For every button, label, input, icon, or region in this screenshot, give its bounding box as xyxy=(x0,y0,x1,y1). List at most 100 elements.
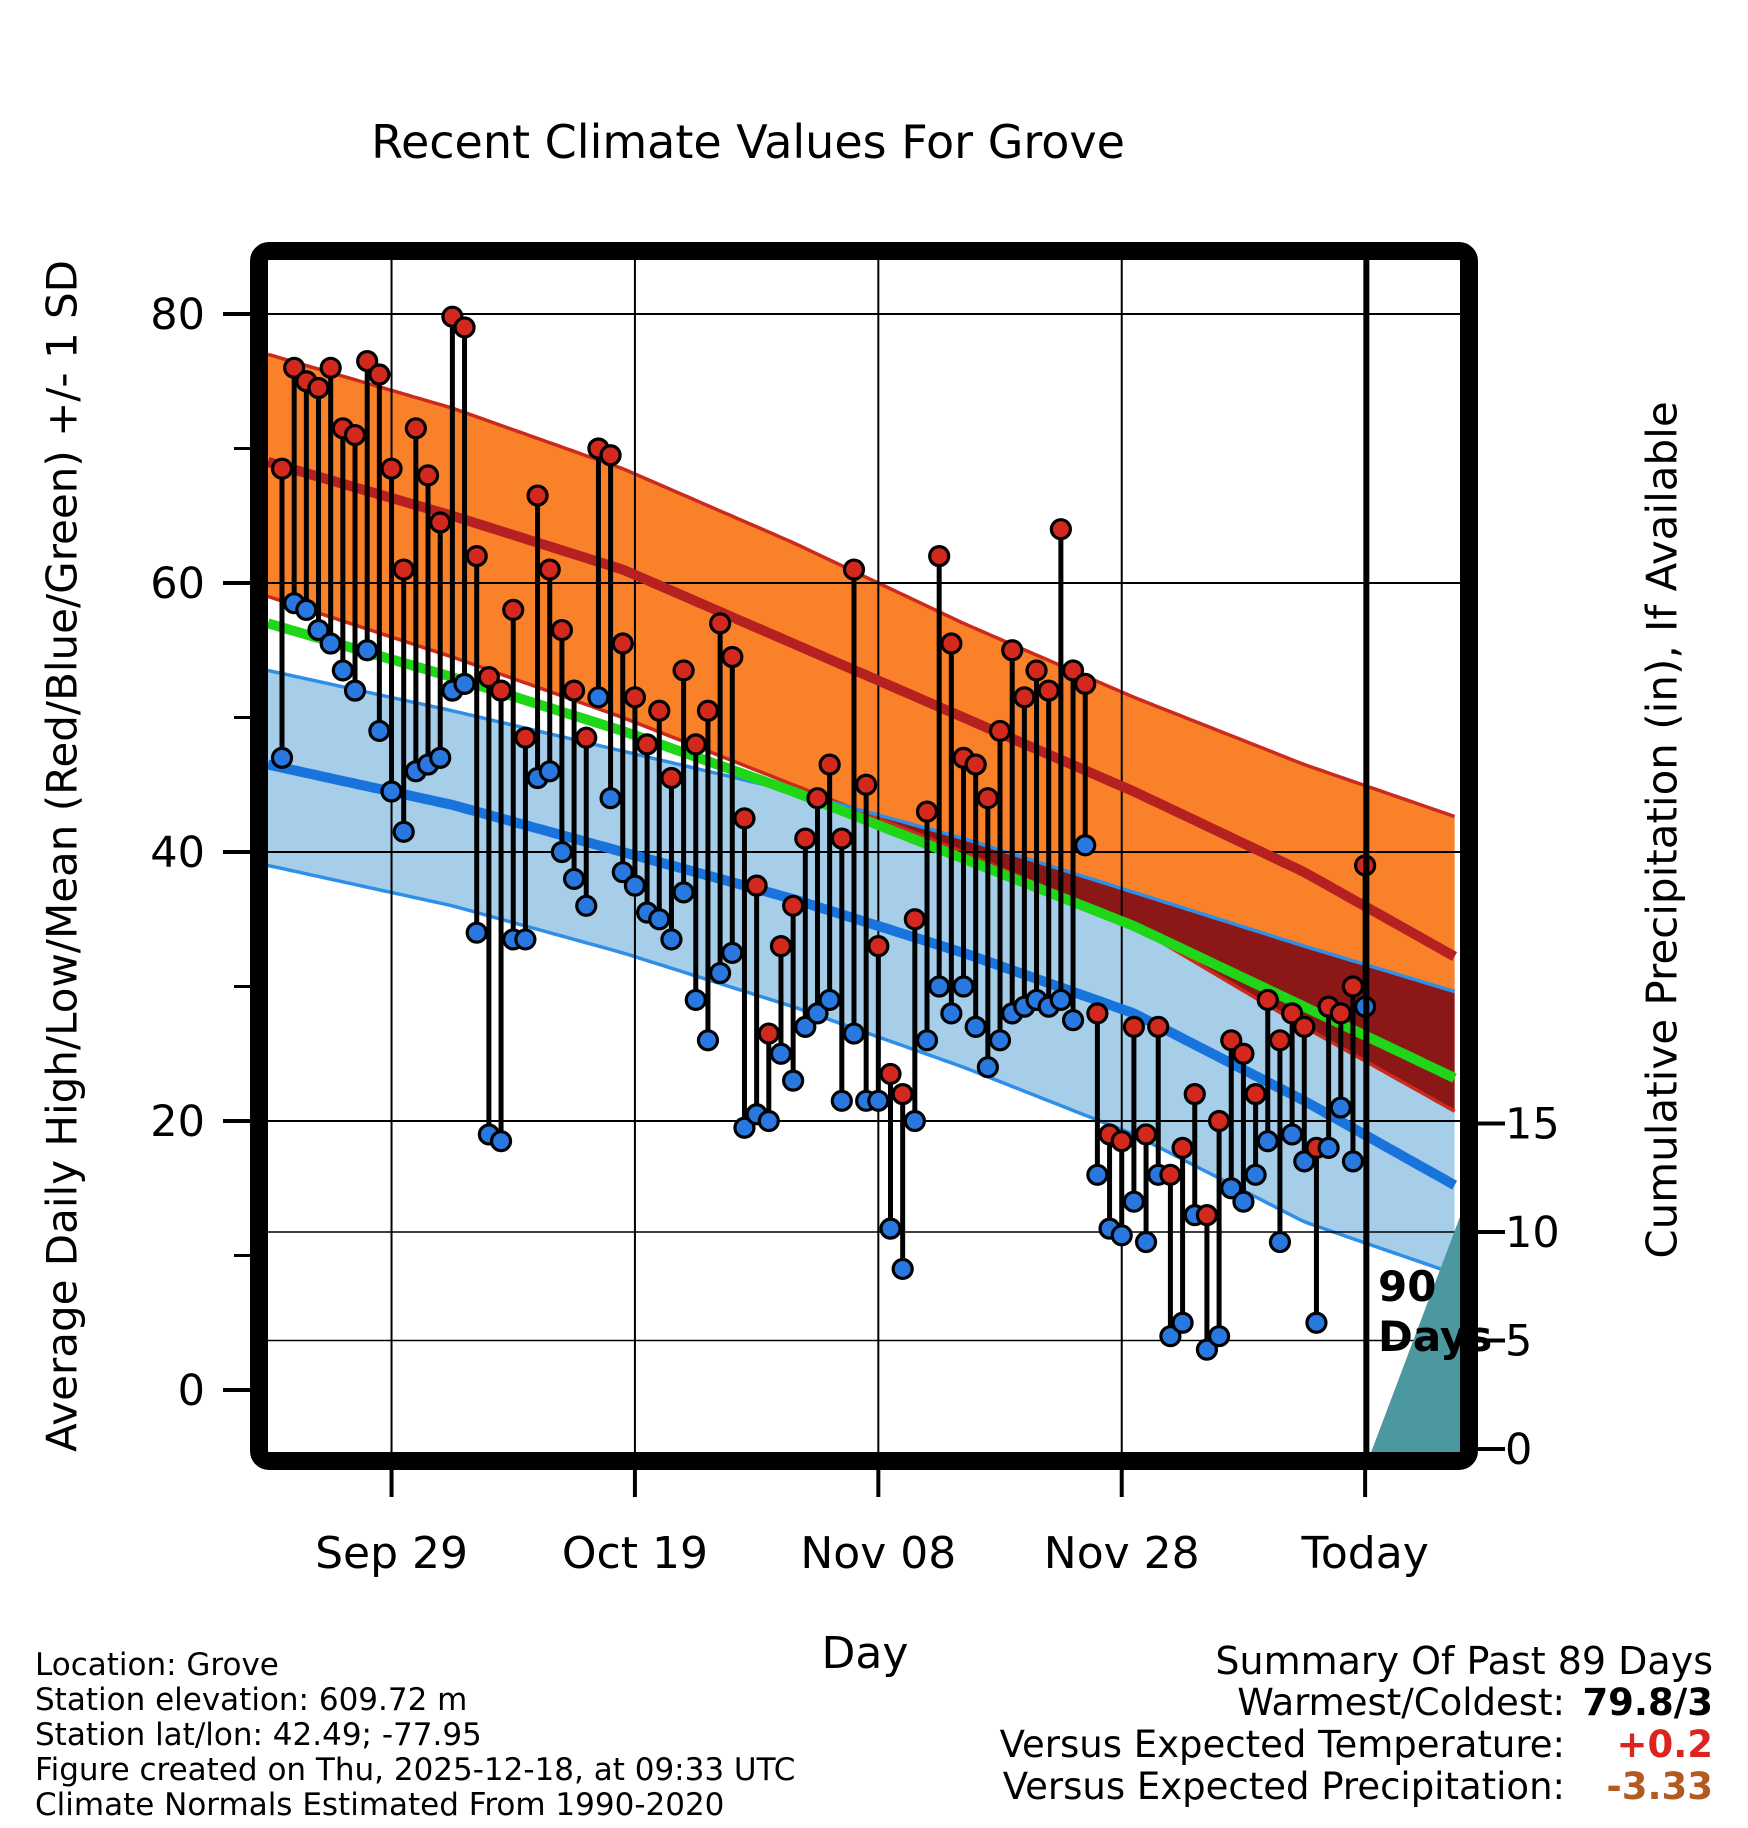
high-dot xyxy=(1244,1082,1267,1106)
high-dot xyxy=(806,787,829,810)
low-dot xyxy=(1061,1009,1085,1032)
high-dot xyxy=(1220,1029,1243,1052)
high-dot xyxy=(1171,1136,1194,1160)
low-dot xyxy=(757,1109,780,1133)
high-dot xyxy=(745,874,768,897)
low-dot xyxy=(562,867,586,891)
high-dot xyxy=(660,766,683,790)
vs-precipitation-value: -3.33 xyxy=(1606,1765,1713,1808)
high-dot xyxy=(928,544,951,568)
high-dot xyxy=(1013,686,1036,709)
high-dot xyxy=(635,733,659,756)
figure-created: Figure created on Thu, 2025-12-18, at 09… xyxy=(35,1752,796,1788)
high-dot xyxy=(343,423,367,447)
high-dot xyxy=(879,1062,902,1086)
high-dot xyxy=(562,679,586,702)
low-dot xyxy=(915,1029,939,1052)
y-left-tick-label: 80 xyxy=(150,290,205,340)
low-dot xyxy=(465,921,488,944)
high-dot xyxy=(1159,1163,1182,1186)
y-left-tick-label: 20 xyxy=(150,1097,205,1147)
high-dot xyxy=(1207,1109,1231,1133)
ninety-days-annotation: 90 Days xyxy=(1378,1262,1492,1362)
high-dot xyxy=(648,699,671,722)
high-dot xyxy=(283,356,306,379)
high-dot xyxy=(502,598,525,622)
low-dot xyxy=(1110,1224,1133,1247)
high-dot xyxy=(1183,1082,1206,1106)
y-axis-label-right: Cumulative Precipitation (in), If Availa… xyxy=(1637,401,1687,1259)
low-dot xyxy=(1281,1123,1304,1146)
high-dot xyxy=(611,632,634,655)
low-dot xyxy=(928,975,951,998)
low-dot xyxy=(1207,1325,1231,1348)
station-location: Location: Grove xyxy=(35,1647,279,1683)
y-left-tick-label: 0 xyxy=(178,1366,205,1416)
high-dot xyxy=(1232,1042,1255,1065)
low-dot xyxy=(1256,1130,1279,1153)
low-dot xyxy=(514,928,537,951)
low-dot xyxy=(806,1002,829,1025)
station-elevation: Station elevation: 609.72 m xyxy=(35,1682,468,1718)
high-dot xyxy=(368,363,391,386)
station-latlon: Station lat/lon: 42.49; -77.95 xyxy=(35,1717,482,1753)
high-dot xyxy=(356,349,379,373)
low-dot xyxy=(1134,1230,1158,1254)
high-dot xyxy=(709,612,732,635)
high-dot xyxy=(477,666,500,689)
low-dot xyxy=(380,780,403,803)
x-axis-label: Day xyxy=(821,1628,909,1679)
high-dot xyxy=(526,484,549,507)
low-dot xyxy=(429,746,452,769)
low-dot xyxy=(867,1089,890,1112)
low-dot xyxy=(489,1130,513,1153)
high-dot xyxy=(1268,1029,1292,1052)
low-dot xyxy=(976,1056,999,1079)
low-dot xyxy=(343,679,367,702)
y-left-tick-label: 60 xyxy=(150,559,205,609)
climate-normals-note: Climate Normals Estimated From 1990-2020 xyxy=(35,1787,725,1823)
low-dot xyxy=(794,1015,817,1038)
plot-frame xyxy=(250,242,1478,1470)
high-dot xyxy=(1037,679,1060,702)
low-dot xyxy=(709,961,732,985)
high-dot xyxy=(830,827,853,850)
high-dot xyxy=(976,787,999,810)
low-dot xyxy=(721,941,744,964)
low-dot xyxy=(988,1029,1012,1052)
low-dot xyxy=(1341,1150,1365,1173)
station-info-block: Location: Grove Station elevation: 609.7… xyxy=(35,1648,795,1823)
low-dot xyxy=(842,1022,866,1045)
high-dot xyxy=(465,544,488,568)
low-dot xyxy=(648,908,671,931)
low-dot xyxy=(952,975,975,998)
low-dot xyxy=(392,820,415,843)
y-right-tick-label: 15 xyxy=(1505,1100,1560,1150)
high-dot xyxy=(1025,659,1048,682)
high-dot xyxy=(538,558,561,581)
low-dot xyxy=(1220,1177,1243,1200)
high-dot xyxy=(1281,1002,1304,1025)
high-dot xyxy=(319,356,342,379)
y-axis-label-left: Average Daily High/Low/Mean (Red/Blue/Gr… xyxy=(37,259,87,1453)
high-dot xyxy=(416,464,440,487)
low-dot xyxy=(696,1029,720,1052)
warmest-coldest-label: Warmest/Coldest: xyxy=(1237,1681,1565,1724)
high-dot xyxy=(1195,1204,1219,1227)
summary-heading: Summary Of Past 89 Days xyxy=(1215,1639,1713,1683)
y-right-tick-label: 5 xyxy=(1505,1317,1532,1367)
low-dot xyxy=(1171,1311,1194,1334)
low-dot xyxy=(1329,1096,1352,1119)
high-dot xyxy=(684,733,707,756)
low-dot xyxy=(891,1257,914,1281)
x-tick-label: Nov 08 xyxy=(800,1528,956,1579)
vs-temperature-label: Versus Expected Temperature: xyxy=(999,1723,1565,1766)
low-dot xyxy=(587,686,610,709)
high-dot xyxy=(575,726,598,749)
low-dot xyxy=(295,598,318,622)
low-dot xyxy=(964,1015,987,1038)
low-dot xyxy=(1293,1150,1316,1173)
low-dot xyxy=(1049,988,1072,1012)
